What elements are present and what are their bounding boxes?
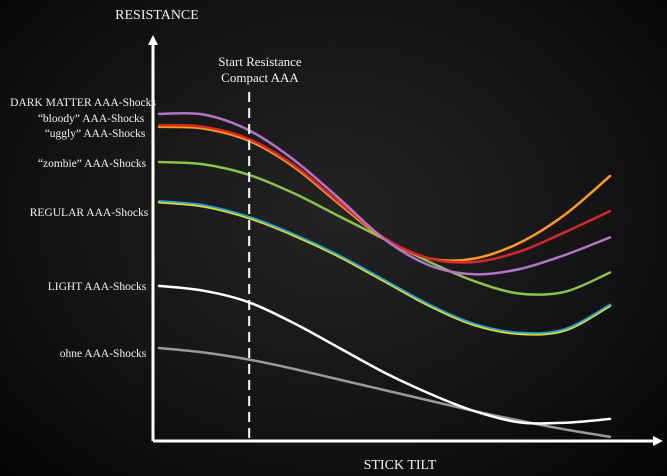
legend-entry-light: LIGHT AAA-Shocks — [48, 281, 147, 293]
series-line-3 — [158, 200, 611, 334]
legend-entry-bloody: “bloody” AAA-Shocks — [38, 113, 145, 125]
legend-entry-dark-matter: DARK MATTER AAA-Shocks — [10, 97, 156, 109]
series-line-4 — [157, 160, 612, 296]
legend: DARK MATTER AAA-Shocks “bloody” AAA-Shoc… — [10, 97, 156, 360]
series-line-1 — [157, 284, 612, 425]
series-lines — [157, 111, 612, 439]
legend-entry-ohne: ohne AAA-Shocks — [60, 348, 147, 360]
legend-entry-uggly: “uggly” AAA-Shocks — [45, 128, 146, 140]
annotation-line-2: Compact AAA — [221, 70, 299, 85]
annotation-line-1: Start Resistance — [218, 54, 302, 69]
series-line-6 — [157, 123, 612, 264]
x-axis-label: STICK TILT — [364, 458, 437, 473]
legend-entry-zombie: “zombie” AAA-Shocks — [38, 158, 147, 170]
legend-entry-regular: REGULAR AAA-Shocks — [30, 207, 149, 219]
series-line-7 — [157, 111, 612, 276]
y-axis-label: RESISTANCE — [115, 8, 199, 23]
series-line-2 — [157, 201, 612, 336]
